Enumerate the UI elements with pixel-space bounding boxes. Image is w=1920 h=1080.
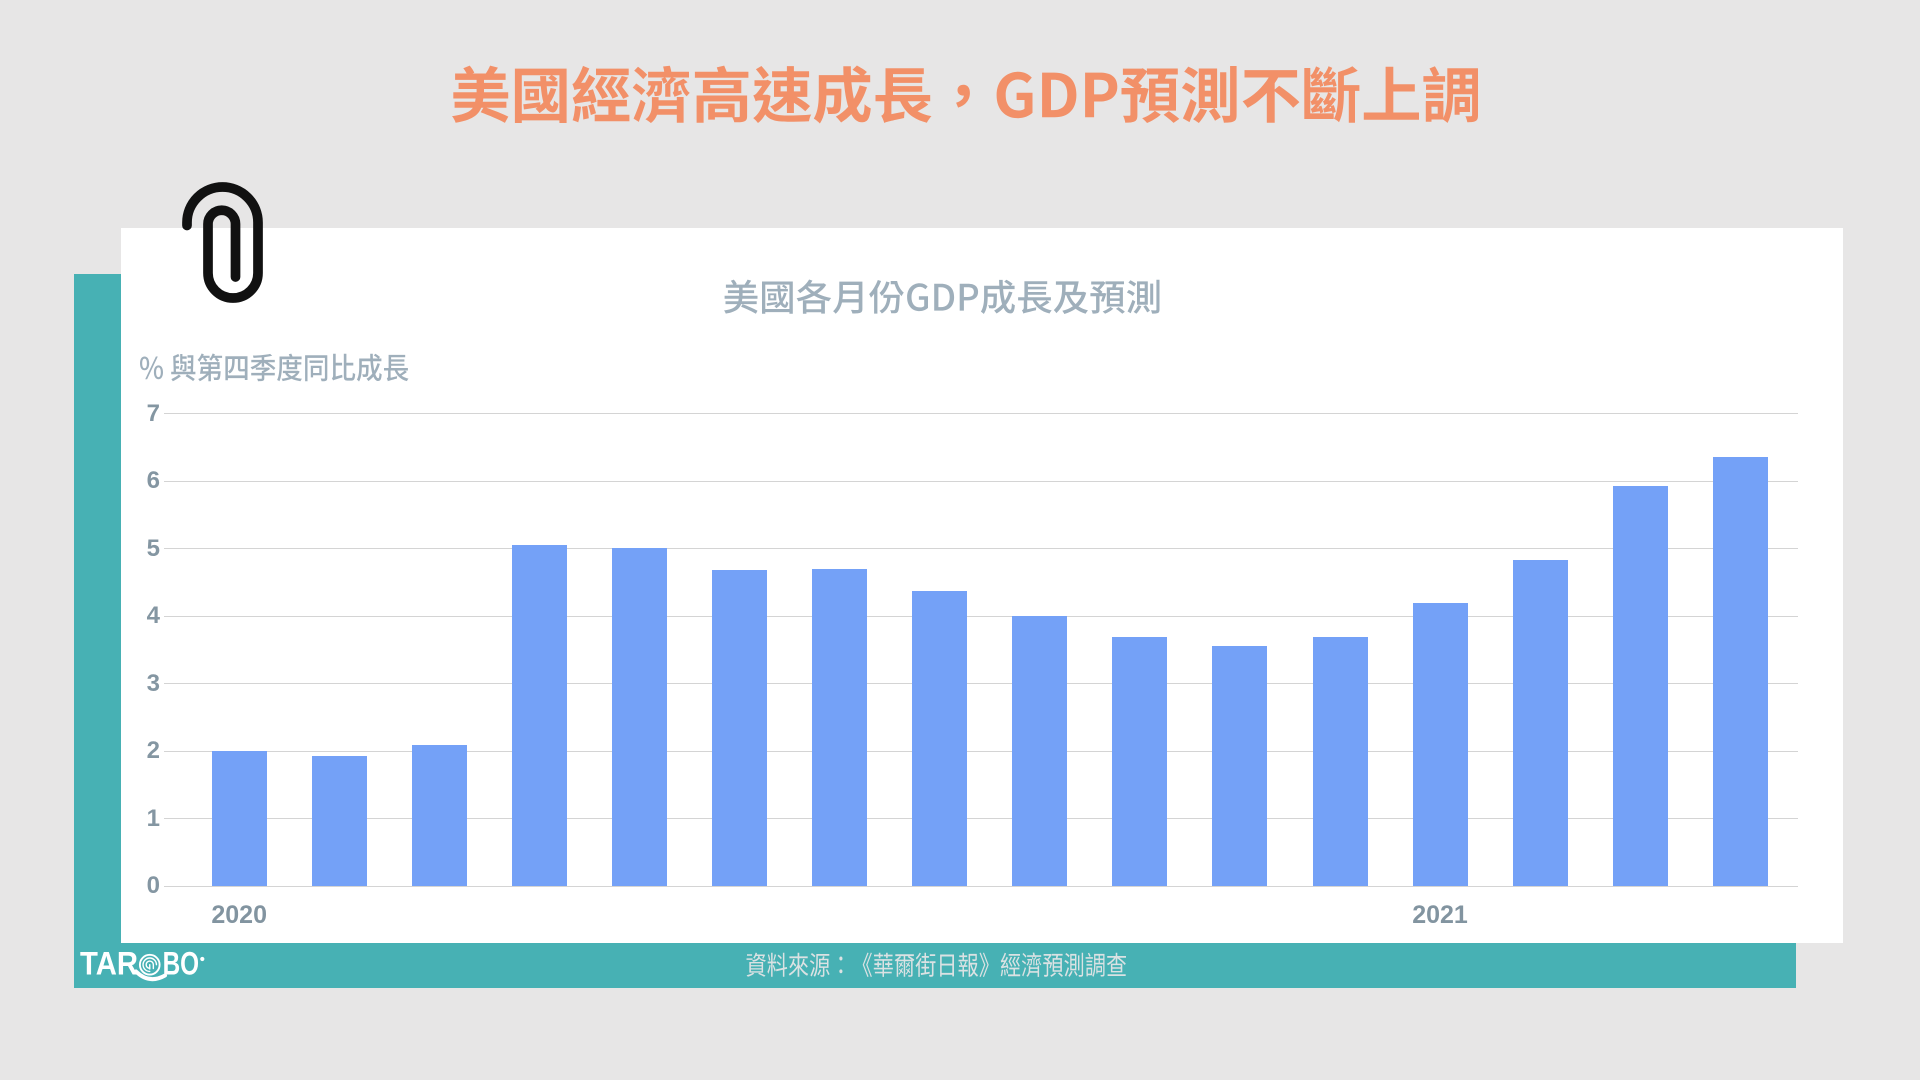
svg-text:TAR: TAR — [80, 946, 138, 982]
svg-text:BO: BO — [163, 946, 200, 982]
